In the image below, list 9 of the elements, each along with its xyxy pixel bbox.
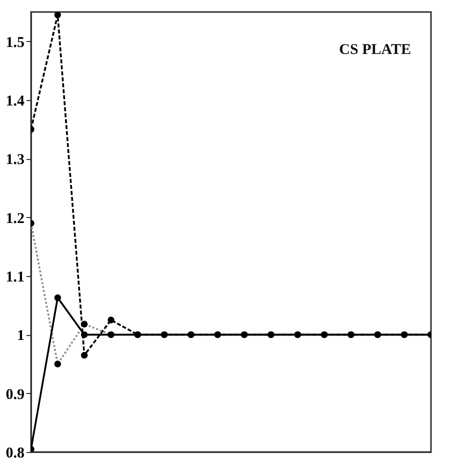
- y-tick-label: 1.2: [6, 210, 24, 227]
- y-tick-label: 1: [17, 328, 24, 344]
- y-tick-label: 1.4: [6, 94, 25, 110]
- annotation: CS PLATE: [339, 42, 411, 58]
- y-tick-label: 0.8: [6, 446, 24, 462]
- y-tick-label: 0.9: [6, 386, 24, 403]
- y-tick-label: 1.3: [6, 152, 24, 168]
- y-tick-label: 1.1: [6, 270, 24, 286]
- y-tick-label: 1.5: [6, 34, 24, 51]
